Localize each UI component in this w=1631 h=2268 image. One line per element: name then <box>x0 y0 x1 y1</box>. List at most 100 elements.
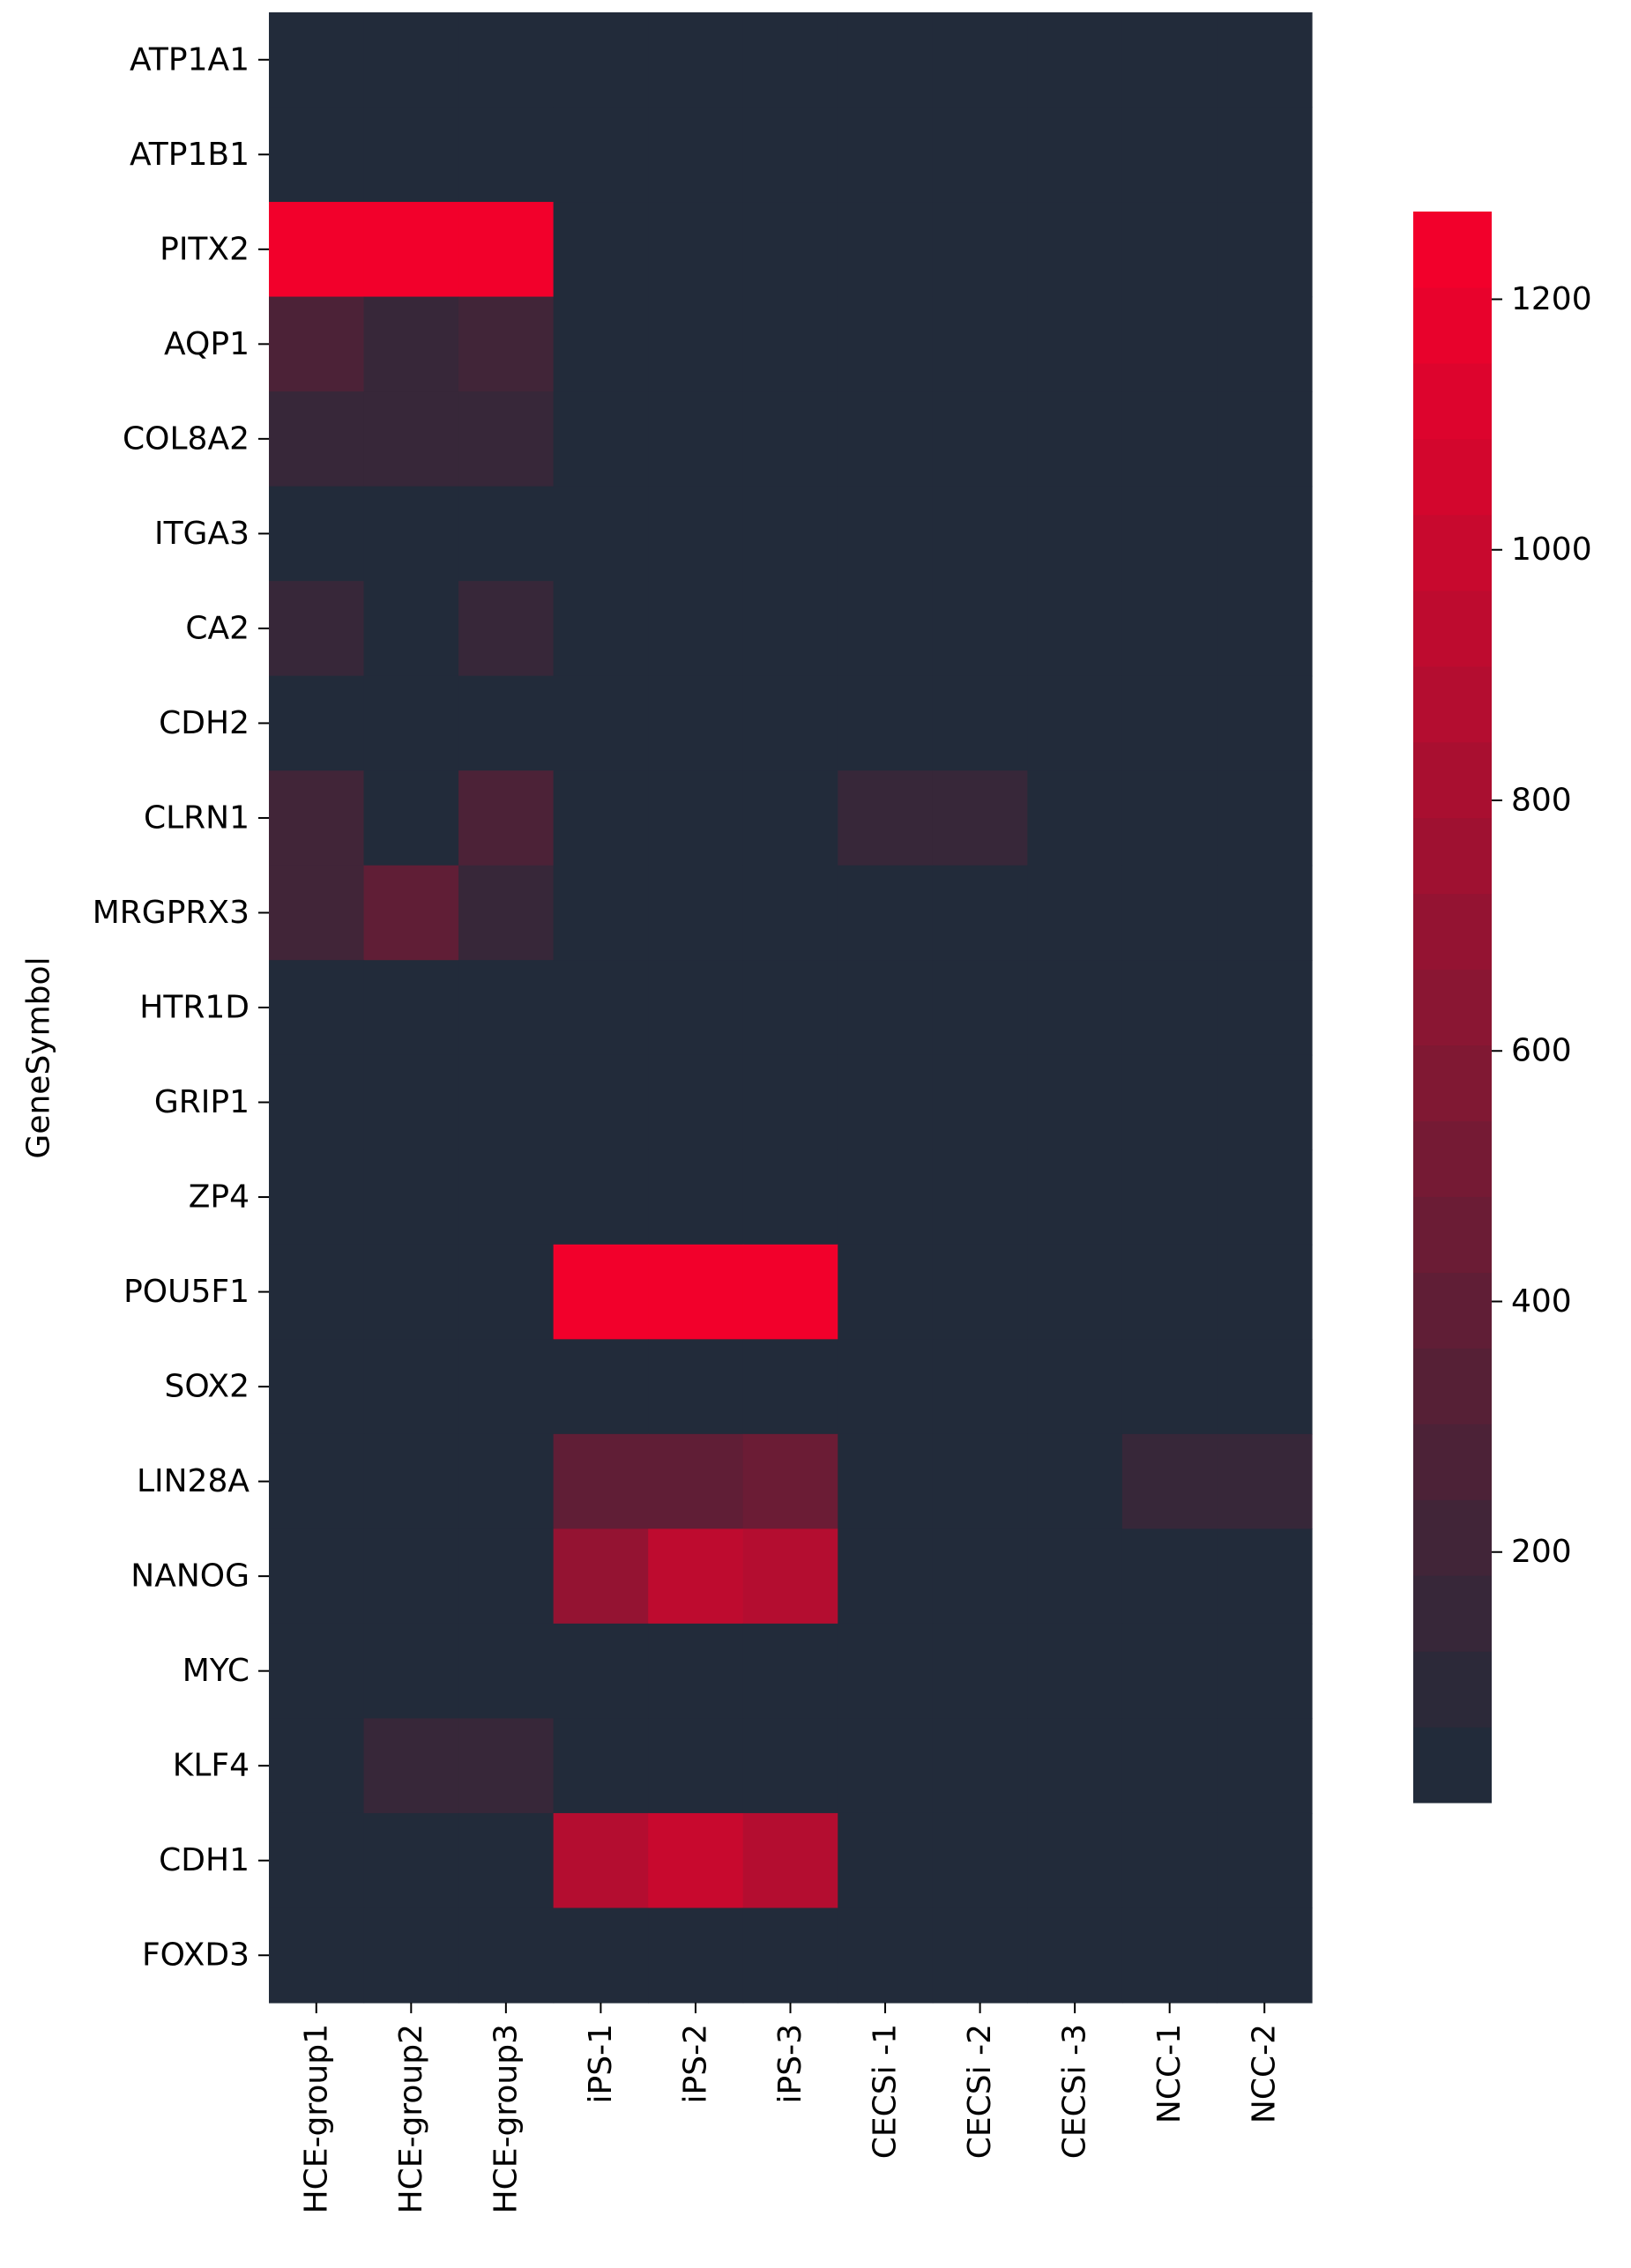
heatmap-cell <box>553 581 649 677</box>
heatmap-cell <box>1121 770 1218 866</box>
x-tick-label: CECSi -2 <box>962 2024 998 2159</box>
heatmap-cell <box>1027 1623 1123 1720</box>
heatmap-cell <box>648 1339 744 1435</box>
heatmap-cell <box>269 12 365 108</box>
heatmap-cell <box>269 1433 365 1529</box>
heatmap-cell <box>363 296 459 392</box>
heatmap-cell <box>1217 296 1313 392</box>
heatmap-cell <box>648 107 744 203</box>
heatmap-cell <box>269 1054 365 1150</box>
heatmap-cell <box>838 770 934 866</box>
colorbar-tick-label: 200 <box>1511 1534 1572 1570</box>
colorbar-segment <box>1413 514 1492 591</box>
heatmap-cell <box>838 202 934 298</box>
heatmap-cell <box>269 1623 365 1720</box>
heatmap-cell <box>553 1528 649 1625</box>
heatmap-cell <box>1217 581 1313 677</box>
heatmap-cell <box>648 1907 744 2004</box>
heatmap-cell <box>363 202 459 298</box>
heatmap-cell <box>932 581 1028 677</box>
colorbar-segment <box>1413 438 1492 516</box>
heatmap-cell <box>269 865 365 961</box>
heatmap-cell <box>1217 12 1313 108</box>
heatmap-cell <box>269 1339 365 1435</box>
heatmap-cell <box>648 202 744 298</box>
colorbar-segment <box>1413 817 1492 895</box>
heatmap-cell <box>1121 960 1218 1056</box>
heatmap-cell <box>363 1528 459 1625</box>
colorbar-tick-label: 1200 <box>1511 281 1592 317</box>
y-tick-label: SOX2 <box>165 1369 249 1405</box>
heatmap-cell <box>1217 1623 1313 1720</box>
heatmap-cell <box>1121 675 1218 771</box>
heatmap-cell <box>742 675 838 771</box>
heatmap-cell <box>742 1623 838 1720</box>
heatmap-cell <box>838 486 934 582</box>
heatmap-cell <box>838 865 934 961</box>
y-tick-label: AQP1 <box>164 326 249 362</box>
heatmap-cell <box>1027 107 1123 203</box>
heatmap-cell <box>932 675 1028 771</box>
heatmap-cell <box>838 1339 934 1435</box>
heatmap-cell <box>648 1623 744 1720</box>
heatmap-cell <box>269 960 365 1056</box>
heatmap-cell <box>458 581 555 677</box>
heatmap-cell <box>363 12 459 108</box>
heatmap-cell <box>838 1718 934 1814</box>
heatmap-cell <box>742 1907 838 2004</box>
heatmap-cell <box>1217 1718 1313 1814</box>
heatmap-cell <box>838 675 934 771</box>
heatmap-cell <box>742 486 838 582</box>
heatmap-cell <box>1027 1528 1123 1625</box>
heatmap-cell <box>1027 1812 1123 1909</box>
heatmap-cell <box>932 12 1028 108</box>
heatmap-cell <box>1217 486 1313 582</box>
heatmap-cell <box>458 1907 555 2004</box>
heatmap-cell <box>648 12 744 108</box>
colorbar-segment <box>1413 741 1492 819</box>
heatmap-cell <box>932 1907 1028 2004</box>
heatmap-cell <box>838 107 934 203</box>
heatmap-cell <box>269 1244 365 1340</box>
heatmap-cell <box>838 1244 934 1340</box>
heatmap-cell <box>648 1718 744 1814</box>
heatmap-cell <box>363 1149 459 1246</box>
heatmap-cell <box>838 296 934 392</box>
heatmap-cell <box>458 1528 555 1625</box>
y-tick-label: FOXD3 <box>142 1937 249 1974</box>
heatmap-cell <box>1121 486 1218 582</box>
heatmap-cell <box>742 1054 838 1150</box>
colorbar-segment <box>1413 1727 1492 1803</box>
heatmap-cell <box>838 1812 934 1909</box>
colorbar-tick-label: 600 <box>1511 1033 1572 1069</box>
heatmap-cell <box>648 1149 744 1246</box>
heatmap-cell <box>553 865 649 961</box>
heatmap-cell <box>932 1528 1028 1625</box>
heatmap-cell <box>1027 1054 1123 1150</box>
heatmap-cell <box>1217 1244 1313 1340</box>
heatmap-cell <box>742 202 838 298</box>
heatmap-cell <box>1217 1339 1313 1435</box>
heatmap-cell <box>1027 1718 1123 1814</box>
heatmap-cell <box>932 1812 1028 1909</box>
heatmap-cell <box>269 391 365 487</box>
heatmap-cell <box>458 1054 555 1150</box>
heatmap-cell <box>648 1244 744 1340</box>
heatmap-cell <box>458 107 555 203</box>
y-tick-label: MYC <box>182 1653 249 1689</box>
x-axis-ticks: HCE-group1 HCE-group2 HCE-group3 iPS-1 iPS-2… <box>298 2003 1283 2213</box>
heatmap-cell <box>932 1623 1028 1720</box>
heatmap-cell <box>838 12 934 108</box>
x-tick-label: HCE-group3 <box>488 2024 524 2213</box>
colorbar-tick-label: 400 <box>1511 1283 1572 1320</box>
heatmap-cell <box>1027 12 1123 108</box>
heatmap-cell <box>648 770 744 866</box>
heatmap-cell <box>1217 202 1313 298</box>
heatmap-cell <box>458 12 555 108</box>
heatmap-cell <box>742 1339 838 1435</box>
heatmap-cell <box>458 1244 555 1340</box>
heatmap-cell <box>363 107 459 203</box>
heatmap-cell <box>553 107 649 203</box>
x-tick-label: iPS-2 <box>677 2024 713 2103</box>
heatmap-cell <box>269 1528 365 1625</box>
